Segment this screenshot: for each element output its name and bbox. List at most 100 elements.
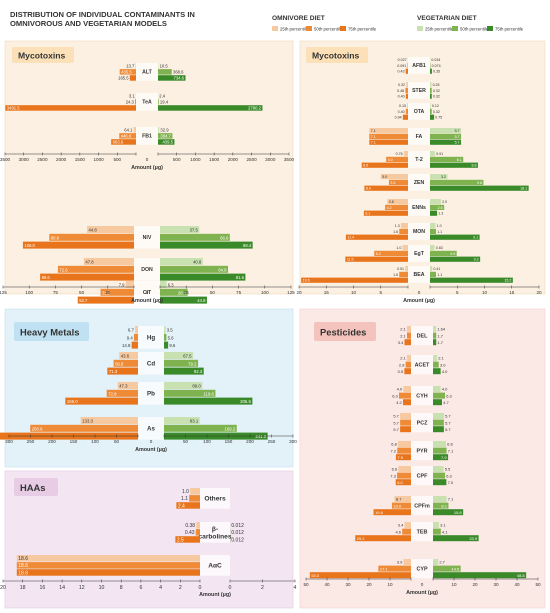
value-label-omnivore-p75: 7.1 — [371, 141, 376, 145]
value-label-vegetarian-p50: 0.32 — [433, 110, 440, 114]
value-label-omnivore-p75: 8.5 — [363, 164, 368, 168]
bar-omnivore-p50 — [100, 288, 134, 296]
bar-vegetarian-p25 — [164, 417, 200, 424]
title-badge-heavy-metals — [14, 322, 89, 341]
value-label-vegetarian-p50: 64.9 — [218, 267, 227, 272]
title-badge-mycotoxins-left — [12, 47, 74, 63]
bar-vegetarian-p75 — [433, 454, 449, 461]
bar-vegetarian-p25 — [433, 355, 438, 361]
tick-label: 75 — [53, 290, 59, 295]
value-label-omnivore-p25: 1.0 — [396, 246, 401, 250]
bar-omnivore-p25 — [83, 258, 134, 265]
value-label-vegetarian-p75: 92.3 — [194, 369, 203, 374]
legend-vegetarian-p50-swatch — [452, 26, 458, 31]
value-label-omnivore-p75: 19.6 — [375, 510, 384, 515]
bar-omnivore-p25 — [80, 417, 138, 424]
value-label-vegetarian-p75: 88.4 — [243, 243, 252, 248]
category-box — [408, 223, 430, 240]
bar-vegetarian-p50 — [158, 69, 172, 75]
value-label-vegetarian-p75: 8.8 — [471, 164, 476, 168]
bar-omnivore-p25 — [403, 151, 408, 157]
tick-label: 20 — [0, 585, 6, 591]
category-box — [134, 281, 160, 304]
bar-omnivore-p25 — [407, 103, 408, 109]
legend-omnivore-p50-label: 50th percentile — [314, 27, 343, 32]
tick-label: 5 — [456, 290, 459, 295]
chart-heavy_metals: Hg 6.7 3.5 9.4 5.6 14.8 9.6 Cd 43.6 67.5 56.8 79.2 7… — [0, 326, 297, 453]
value-label-omnivore-p50: 24.3 — [126, 99, 135, 104]
value-label-omnivore-p50: 5.7 — [393, 420, 399, 425]
category-box — [138, 352, 164, 375]
tick-label: 50 — [79, 290, 85, 295]
category-box — [134, 226, 160, 249]
tick-label: 3500 — [0, 157, 11, 162]
category-box — [134, 258, 160, 281]
category-label: Pb — [147, 390, 155, 397]
bar-vegetarian-p25 — [430, 199, 441, 205]
bar-omnivore-p50 — [405, 361, 411, 368]
tick-label: 1500 — [209, 157, 220, 162]
bar-omnivore-p50 — [374, 250, 408, 256]
tick-label: 4 — [159, 585, 162, 591]
value-label-omnivore-p50: 4.2 — [387, 206, 392, 210]
value-label-vegetarian-p25: 2.4 — [159, 93, 165, 98]
value-label-omnivore-p25: 47.3 — [119, 383, 128, 388]
bar-omnivore-p75 — [107, 367, 138, 375]
bar-vegetarian-p50 — [164, 333, 167, 341]
tick-label: 0 — [146, 290, 149, 295]
category-box — [408, 199, 430, 216]
value-label-vegetarian-p25: 3.2 — [441, 175, 446, 179]
bar-omnivore-p75 — [175, 536, 200, 543]
row-fb1: FB1 64.1 32.9 446.9 384.7 663.6 439.5 — [111, 127, 175, 145]
row-t2: T-2 0.76 0.91 4.0 6.1 8.5 8.8 — [361, 151, 478, 168]
value-label-omnivore-p25: 0.38 — [185, 523, 195, 529]
bar-vegetarian-p25 — [433, 466, 444, 472]
bar-omnivore-p50 — [397, 472, 411, 479]
category-label: As — [147, 425, 155, 432]
bar-omnivore-p50 — [133, 333, 138, 341]
bar-vegetarian-p50 — [164, 389, 216, 397]
bar-omnivore-p25 — [196, 522, 200, 529]
value-label-omnivore-p50: 446.9 — [121, 133, 132, 138]
axis-heavy_metals: 300 250 200 150 100 50 0 50 100 150 200 250 300 Amoun… — [5, 434, 297, 453]
category-label: Hg — [147, 334, 155, 341]
value-label-vegetarian-p75: 4.7 — [443, 400, 449, 405]
chart-haas: Others 1.01.12.4 β-carbolines 0.38 0.012 0.43… — [0, 488, 297, 598]
tick-label: 2500 — [246, 157, 257, 162]
value-label-omnivore-p75: 0.40 — [398, 95, 405, 99]
value-label-vegetarian-p75: 5.7 — [445, 427, 451, 432]
value-label-omnivore-p50: 4.6 — [395, 529, 401, 534]
category-box — [411, 386, 433, 406]
value-label-vegetarian-p50: 384.7 — [160, 133, 171, 138]
bar-omnivore-p50 — [369, 133, 408, 139]
category-label: FA — [416, 134, 423, 140]
bar-omnivore-p75 — [400, 426, 411, 433]
legend-vegetarian-title: VEGETARIAN DIET — [417, 15, 477, 22]
bar-vegetarian-p50 — [430, 179, 484, 185]
tick-label: 2 — [179, 585, 182, 591]
value-label-omnivore-p25: 44.8 — [89, 227, 98, 232]
row-pb: Pb 47.3 89.0 72.8 119.6 169.0 205.6 — [65, 382, 253, 405]
tick-label: 250 — [268, 439, 276, 444]
row-niv: NIV 44.8 37.5 80.8 66.6 106.0 88.4 — [22, 226, 253, 249]
tick-label: 2000 — [56, 157, 67, 162]
category-label: FB1 — [142, 134, 152, 140]
bar-vegetarian-p75 — [160, 296, 207, 304]
tick-label: 500 — [113, 157, 121, 162]
bar-vegetarian-p50 — [430, 271, 436, 277]
value-label-omnivore-p50: 6.2 — [376, 252, 381, 256]
legend-omnivore-title: OMNIVORE DIET — [272, 15, 325, 22]
axis-label: Amount (µg) — [131, 165, 163, 171]
category-label: OTA — [414, 109, 425, 115]
value-label-vegetarian-p50: 0.012 — [231, 530, 244, 536]
bar-vegetarian-p50 — [430, 204, 445, 210]
value-label-omnivore-p75: 53.0 — [311, 573, 320, 578]
bar-omnivore-p50 — [113, 359, 138, 367]
value-label-omnivore-p75: 71.3 — [109, 369, 118, 374]
category-label: PYR — [416, 448, 427, 454]
value-label-vegetarian-p25: 0.91 — [436, 152, 443, 156]
value-label-omnivore-p50: 72.8 — [108, 391, 117, 396]
value-label-omnivore-p50: 17.1 — [380, 566, 389, 571]
